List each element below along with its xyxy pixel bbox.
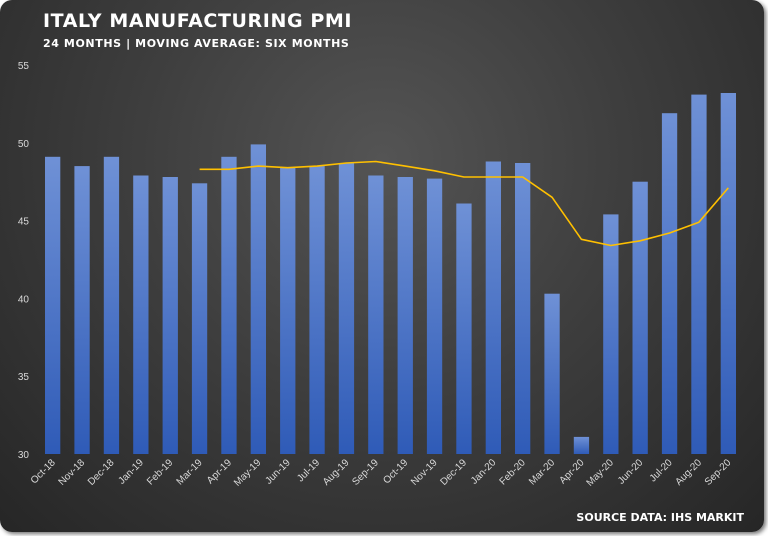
moving-average-line	[199, 160, 729, 247]
x-tick-label: Mar-19	[175, 457, 205, 487]
x-tick-label: Feb-19	[145, 457, 175, 487]
bar-May-19	[250, 144, 266, 454]
x-tick-label: Feb-20	[498, 457, 528, 487]
x-tick-label: Apr-20	[558, 457, 587, 486]
y-tick-label: 30	[18, 450, 30, 461]
x-tick-label: Sep-20	[703, 457, 734, 488]
x-tick-label: Mar-20	[527, 457, 557, 487]
bar-Jul-19	[309, 166, 325, 454]
x-tick-label: Dec-18	[86, 457, 117, 488]
y-tick-label: 35	[18, 372, 30, 383]
x-tick-label: Oct-19	[381, 457, 410, 486]
bar-Apr-20	[573, 436, 590, 454]
x-tick-label: Aug-20	[673, 457, 704, 488]
x-tick-label: Oct-18	[29, 457, 58, 486]
x-tick-label: Jun-20	[616, 457, 646, 487]
bar-Jan-20	[485, 161, 501, 454]
bar-Nov-18	[74, 166, 90, 454]
y-tick-label: 45	[18, 217, 30, 228]
bar-Jun-20	[632, 181, 648, 454]
bar-Apr-19	[221, 156, 237, 455]
x-tick-label: Aug-19	[321, 457, 352, 488]
bar-Mar-19	[191, 183, 208, 455]
bar-Oct-18	[45, 156, 61, 455]
bar-Sep-20	[720, 93, 736, 454]
x-tick-label: Dec-19	[438, 457, 469, 488]
bar-Mar-20	[544, 293, 560, 454]
bar-Dec-19	[456, 203, 472, 454]
x-tick-label: Nov-18	[57, 457, 88, 488]
bar-Nov-19	[426, 178, 443, 454]
chart-subtitle: 24 MONTHS | MOVING AVERAGE: SIX MONTHS	[43, 37, 350, 50]
x-tick-label: Nov-19	[409, 457, 440, 488]
x-tick-label: Jan-19	[117, 457, 147, 487]
chart-title: ITALY MANUFACTURING PMI	[43, 10, 353, 32]
bar-Oct-19	[397, 177, 413, 454]
x-tick-label: May-20	[585, 457, 617, 489]
bar-Sep-19	[368, 175, 384, 454]
x-tick-label: Jan-20	[469, 457, 499, 487]
bar-Aug-19	[338, 163, 355, 454]
y-tick-label: 40	[18, 294, 30, 305]
x-tick-label: Jul-20	[648, 457, 675, 484]
x-tick-label: Sep-19	[350, 457, 381, 488]
bar-Feb-19	[162, 177, 178, 454]
bar-Jul-20	[661, 113, 678, 454]
y-tick-label: 50	[18, 139, 30, 150]
bar-Jun-19	[280, 167, 296, 454]
y-tick-label: 55	[18, 61, 30, 72]
bar-Feb-20	[515, 163, 531, 454]
x-tick-label: Jul-19	[295, 457, 322, 484]
bar-May-20	[603, 214, 619, 454]
bar-Jan-19	[133, 175, 149, 454]
x-tick-label: May-19	[232, 457, 264, 489]
bar-Aug-20	[691, 94, 707, 454]
x-tick-label: Jun-19	[263, 457, 293, 487]
x-tick-label: Apr-19	[205, 457, 234, 486]
source-note: SOURCE DATA: IHS MARKIT	[576, 511, 744, 524]
bar-Dec-18	[103, 156, 120, 455]
